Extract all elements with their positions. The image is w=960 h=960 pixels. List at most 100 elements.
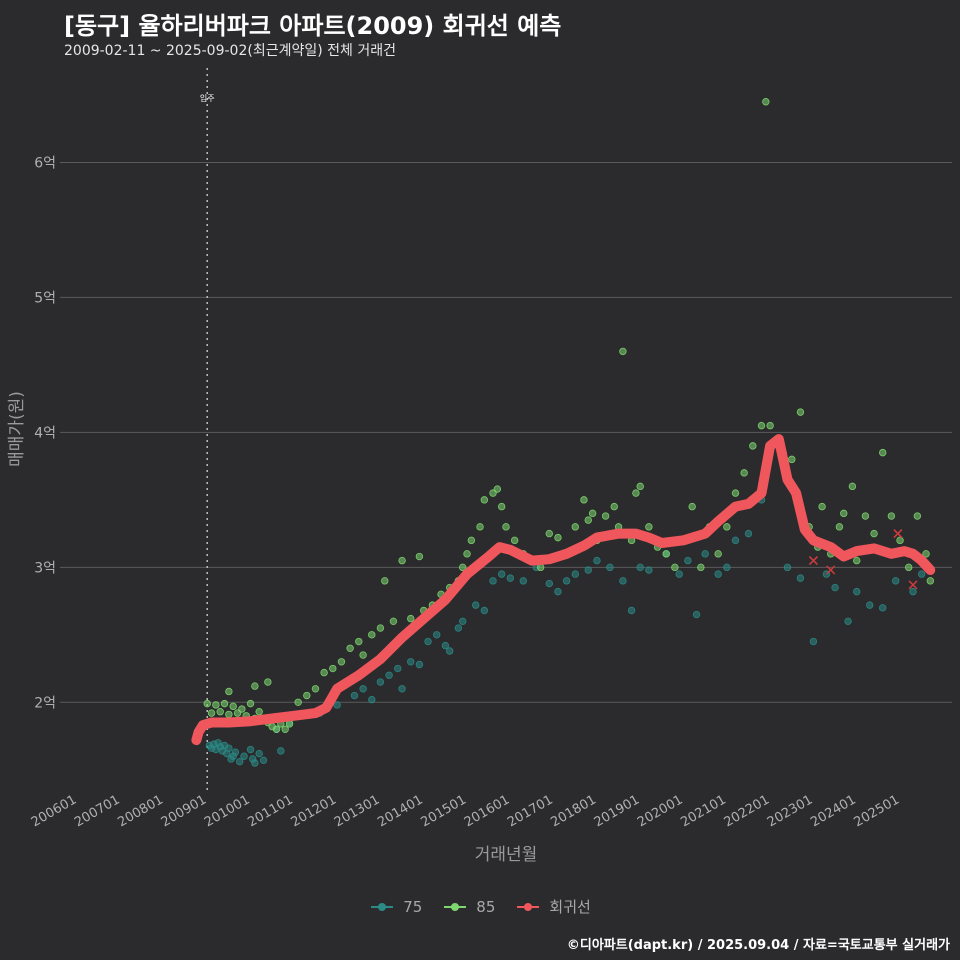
data-point-75 bbox=[255, 749, 263, 758]
data-point-85 bbox=[203, 699, 211, 708]
data-point-85 bbox=[870, 529, 878, 538]
data-point-75 bbox=[368, 695, 376, 704]
data-point-85 bbox=[853, 556, 861, 565]
data-point-75 bbox=[545, 579, 554, 588]
data-point-75 bbox=[277, 747, 285, 755]
data-point-85 bbox=[879, 448, 887, 457]
data-point-85 bbox=[688, 502, 696, 511]
x-tick-label: 201001 bbox=[202, 792, 252, 830]
data-point-75 bbox=[359, 685, 367, 693]
data-point-85 bbox=[216, 708, 224, 716]
data-point-85 bbox=[480, 496, 489, 504]
data-point-85 bbox=[463, 550, 471, 558]
data-point-75 bbox=[398, 685, 406, 693]
data-point-85 bbox=[619, 347, 627, 356]
data-point-75 bbox=[458, 617, 467, 626]
data-point-85 bbox=[757, 421, 766, 430]
chart-title: [동구] 율하리버파크 아파트(2009) 회귀선 예측 bbox=[64, 12, 562, 40]
x-tick-label: 200801 bbox=[115, 792, 165, 830]
data-point-85 bbox=[368, 631, 376, 639]
data-point-85 bbox=[294, 698, 302, 706]
data-point-75 bbox=[783, 563, 792, 572]
x-tick-label: 202201 bbox=[722, 792, 772, 830]
x-tick-label: 201301 bbox=[332, 792, 382, 830]
data-point-75 bbox=[441, 641, 450, 650]
data-point-75 bbox=[259, 756, 268, 765]
data-point-85 bbox=[207, 709, 216, 717]
data-point-75 bbox=[809, 637, 818, 646]
x-tick-label: 202301 bbox=[765, 792, 815, 830]
data-point-85 bbox=[497, 502, 506, 511]
data-point-85 bbox=[476, 523, 484, 531]
x-tick-label: 201501 bbox=[419, 792, 469, 830]
data-point-85 bbox=[554, 533, 562, 542]
x-tick-label: 201701 bbox=[505, 792, 555, 830]
legend-item-85: 85 bbox=[442, 898, 495, 916]
data-point-85 bbox=[225, 687, 233, 696]
legend-item-regression: 회귀선 bbox=[515, 896, 591, 917]
data-point-85 bbox=[251, 682, 259, 690]
legend-key-regression bbox=[515, 898, 541, 916]
regression-line bbox=[191, 434, 936, 746]
data-point-75 bbox=[866, 601, 874, 609]
data-point-75 bbox=[454, 624, 463, 632]
data-point-85 bbox=[861, 512, 870, 520]
data-point-85 bbox=[723, 523, 731, 531]
data-point-75 bbox=[489, 577, 497, 585]
data-point-85 bbox=[255, 708, 263, 716]
legend-key-85 bbox=[442, 898, 468, 916]
data-point-85 bbox=[311, 685, 320, 693]
data-point-85 bbox=[848, 482, 857, 491]
x-tick-label: 201901 bbox=[592, 792, 642, 830]
data-point-85 bbox=[238, 705, 246, 713]
data-point-85 bbox=[887, 512, 896, 520]
data-point-75 bbox=[892, 577, 900, 585]
y-tick-label: 5억 bbox=[34, 290, 56, 306]
data-point-75 bbox=[917, 570, 926, 578]
data-point-85 bbox=[229, 702, 237, 711]
data-point-85 bbox=[337, 658, 346, 666]
data-point-85 bbox=[272, 725, 281, 733]
data-point-75 bbox=[627, 606, 636, 615]
annotation-layer: 입주 bbox=[200, 68, 215, 790]
grid-lines bbox=[60, 161, 952, 703]
data-point-85 bbox=[281, 725, 289, 733]
data-point-75 bbox=[246, 745, 255, 754]
data-point-75 bbox=[231, 748, 240, 756]
data-point-85 bbox=[662, 550, 670, 558]
data-point-75 bbox=[333, 701, 341, 709]
data-point-85 bbox=[458, 563, 467, 572]
legend-key-75 bbox=[369, 898, 395, 916]
x-tick-label: 200701 bbox=[72, 792, 122, 830]
data-point-75 bbox=[407, 658, 415, 666]
data-point-85 bbox=[389, 617, 398, 626]
data-point-85 bbox=[467, 536, 476, 545]
data-point-75 bbox=[433, 631, 441, 639]
data-point-85 bbox=[714, 550, 722, 558]
data-point-85 bbox=[788, 455, 796, 464]
data-point-85 bbox=[580, 496, 588, 504]
move-in-label: 입주 bbox=[200, 94, 215, 103]
source-caption: ©디아파트(dapt.kr) / 2025.09.04 / 자료=국토교통부 실… bbox=[566, 938, 950, 953]
data-point-75 bbox=[744, 529, 753, 538]
data-point-75 bbox=[844, 617, 852, 626]
data-point-75 bbox=[519, 577, 528, 585]
data-point-75 bbox=[593, 556, 601, 565]
marked-point bbox=[893, 529, 903, 539]
data-point-75 bbox=[394, 664, 402, 673]
data-point-85 bbox=[510, 536, 519, 545]
legend-label-75: 75 bbox=[403, 897, 423, 916]
x-tick-label: 200901 bbox=[159, 792, 209, 830]
x-tick-label: 201401 bbox=[375, 792, 425, 830]
data-point-75 bbox=[619, 577, 627, 585]
x-tick-label: 202001 bbox=[635, 792, 685, 830]
data-point-75 bbox=[909, 587, 917, 596]
axis-labels: 2억 3억 4억 5억 6억 200601200701200801200901201001… bbox=[7, 155, 902, 865]
data-point-85 bbox=[346, 644, 354, 652]
data-point-75 bbox=[415, 660, 424, 669]
data-point-75 bbox=[424, 637, 432, 646]
data-point-75 bbox=[225, 744, 233, 752]
data-point-85 bbox=[584, 516, 592, 524]
data-point-85 bbox=[320, 668, 328, 677]
data-point-85 bbox=[636, 482, 644, 491]
